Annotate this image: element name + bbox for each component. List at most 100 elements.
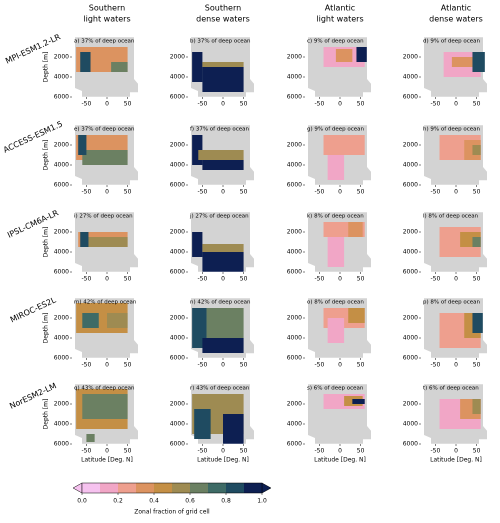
row-label: NorESM2-LM [8,381,58,411]
y-tick-label: 4000 [54,249,69,256]
fraction-cell [327,318,345,343]
y-tick-label: 6000 [54,355,69,362]
colorbar-tick-label: 0.2 [113,498,123,505]
colorbar-swatch [82,483,101,493]
x-tick-label: -50 [198,101,208,108]
x-tick-label: 50 [357,101,365,108]
x-tick-label: 50 [473,276,481,283]
fraction-cell [192,232,203,257]
y-tick-label: 4000 [403,249,418,256]
fraction-cell [472,145,481,155]
y-tick-label: 6000 [170,94,185,101]
colorbar-label: Zonal fraction of grid cell [134,509,210,516]
y-tick-label: 6000 [287,355,302,362]
fraction-cell [327,155,345,180]
x-tick-label: -50 [82,276,92,283]
y-tick-label: 2000 [403,401,418,408]
x-tick-label: 50 [240,362,248,369]
fraction-cell [82,394,128,419]
x-tick-label: -50 [315,101,325,108]
y-tick-label: 4000 [287,74,302,81]
y-tick-label: 4000 [170,249,185,256]
x-tick-label: 50 [473,101,481,108]
y-axis-label: Depth [m] [43,140,50,171]
x-tick-label: 0 [221,276,225,283]
y-tick-label: 4000 [287,335,302,342]
fraction-cell [451,57,473,67]
fraction-cell [327,237,345,267]
fraction-cell [111,62,128,72]
colorbar-tick-label: 1.0 [257,498,267,505]
y-tick-label: 2000 [287,229,302,236]
fraction-cell [472,399,481,414]
x-tick-label: -50 [198,189,208,196]
x-tick-label: 0 [105,189,109,196]
y-tick-label: 6000 [287,182,302,189]
y-tick-label: 4000 [170,335,185,342]
panel-label: n) 42% of deep ocean [190,300,251,306]
y-tick-label: 2000 [287,401,302,408]
fraction-cell [202,252,244,272]
panel-label: k) 8% of deep ocean [307,214,364,220]
x-tick-label: 50 [240,448,248,455]
fraction-cell [78,135,87,155]
fraction-cell [202,67,244,92]
fraction-cell [348,137,361,150]
x-tick-label: 0 [105,362,109,369]
y-tick-label: 2000 [403,54,418,61]
column-title: Southern [205,4,241,13]
y-tick-label: 6000 [54,94,69,101]
x-tick-label: 0 [454,362,458,369]
y-tick-label: 4000 [403,74,418,81]
panel-label: q) 43% of deep ocean [74,386,135,392]
colorbar-swatch [154,483,173,493]
fraction-cell [472,313,483,333]
x-tick-label: 50 [357,276,365,283]
panel-label: s) 6% of deep ocean [307,386,364,392]
basin-mask [308,384,371,444]
y-tick-label: 6000 [54,182,69,189]
x-tick-label: -50 [315,189,325,196]
panel-label: o) 8% of deep ocean [307,300,364,306]
fraction-cell [335,49,353,62]
x-tick-label: 0 [338,101,342,108]
x-tick-label: -50 [431,448,441,455]
fraction-cell [107,313,128,328]
column-title: Southern [89,4,125,13]
x-axis-label: Latitude [Deg. N] [430,457,482,464]
y-tick-label: 6000 [403,355,418,362]
y-tick-label: 2000 [170,54,185,61]
y-tick-label: 6000 [403,441,418,448]
y-tick-label: 6000 [170,441,185,448]
x-tick-label: -50 [82,189,92,196]
colorbar-swatch [226,483,245,493]
fraction-cell [80,52,91,72]
colorbar-swatch [208,483,227,493]
panel-label: l) 8% of deep ocean [423,214,479,220]
x-tick-label: -50 [315,448,325,455]
y-tick-label: 2000 [170,229,185,236]
colorbar-swatch [190,483,209,493]
column-title: Atlantic [441,4,471,13]
x-axis-label: Latitude [Deg. N] [314,457,366,464]
fraction-cell [198,150,244,160]
colorbar-frame [81,482,263,494]
fraction-cell [348,308,365,323]
x-tick-label: 0 [454,189,458,196]
y-tick-label: 4000 [287,162,302,169]
fraction-cell [472,52,485,72]
panel-label: h) 9% of deep ocean [423,127,481,133]
y-tick-label: 6000 [403,94,418,101]
y-tick-label: 4000 [170,421,185,428]
y-tick-label: 2000 [170,142,185,149]
x-tick-label: 50 [473,189,481,196]
colorbar-tick-label: 0.4 [149,498,159,505]
fraction-cell [202,338,244,353]
y-tick-label: 4000 [54,74,69,81]
y-tick-label: 2000 [170,401,185,408]
x-tick-label: 50 [124,448,132,455]
y-tick-label: 4000 [403,421,418,428]
y-tick-label: 2000 [287,315,302,322]
y-tick-label: 4000 [54,335,69,342]
